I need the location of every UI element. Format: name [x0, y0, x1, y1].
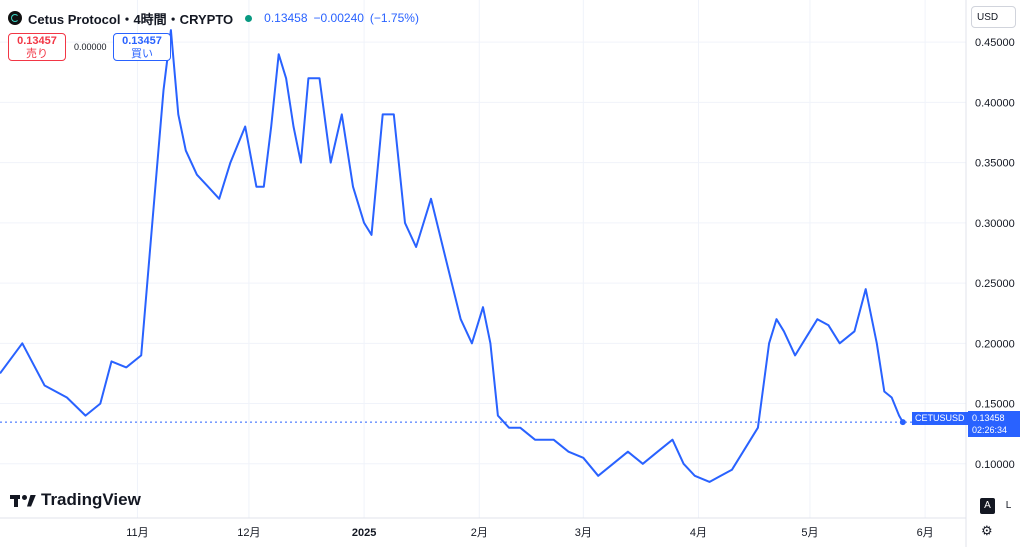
x-tick-label: 4月 [690, 527, 707, 539]
price-series-line [0, 29, 904, 483]
x-tick-label: 3月 [575, 527, 592, 539]
symbol-title[interactable]: Cetus Protocol・4時間・CRYPTO [28, 11, 234, 27]
spread-value: 0.00000 [74, 42, 107, 52]
y-tick-label: 0.20000 [975, 338, 1015, 350]
y-tick-label: 0.40000 [975, 97, 1015, 109]
log-scale-button[interactable]: L [1005, 500, 1012, 511]
y-tick-label: 0.30000 [975, 218, 1015, 230]
last-price-value: 0.13458 [972, 413, 1005, 423]
auto-scale-button[interactable]: A [980, 498, 995, 514]
buy-button[interactable]: 0.13457 買い [113, 33, 171, 61]
header-price: 0.13458 [264, 11, 308, 25]
y-tick-label: 0.35000 [975, 158, 1015, 170]
x-tick-label: 6月 [917, 527, 934, 539]
bar-countdown: 02:26:34 [972, 425, 1008, 435]
tradingview-mark-icon [10, 492, 37, 509]
y-tick-label: 0.45000 [975, 37, 1015, 49]
sell-button[interactable]: 0.13457 売り [8, 33, 66, 61]
y-tick-label: 0.10000 [975, 459, 1015, 471]
currency-label: USD [977, 12, 999, 23]
chart-header: Cetus Protocol・4時間・CRYPTO 0.13458 −0.002… [8, 8, 419, 28]
tradingview-logo[interactable]: TradingView [10, 490, 141, 510]
header-change: −0.00240 [313, 11, 364, 25]
buy-price: 0.13457 [122, 35, 162, 47]
ticker-label: CETUSUSD [912, 412, 968, 425]
x-tick-label: 11月 [126, 527, 148, 539]
settings-gear-icon[interactable]: ⚙ [981, 523, 993, 538]
y-axis-ticks: 0.10000 0.15000 0.20000 0.25000 0.30000 0.350… [975, 37, 1015, 471]
tradingview-wordmark: TradingView [41, 490, 141, 509]
cetus-logo-icon [8, 11, 22, 25]
x-tick-label: 2月 [471, 527, 488, 539]
currency-selector[interactable]: USD [971, 6, 1016, 28]
market-open-icon [245, 14, 253, 22]
header-change-pct: (−1.75%) [369, 11, 419, 25]
x-tick-label: 2025 [352, 527, 376, 539]
x-tick-label: 12月 [237, 527, 260, 539]
last-price-box: 0.13458 02:26:34 [968, 411, 1020, 437]
x-axis-ticks: 11月 12月 2025 2月 3月 4月 5月 6月 [126, 527, 933, 539]
buy-label: 買い [131, 48, 153, 60]
sell-price: 0.13457 [17, 35, 57, 47]
y-tick-label: 0.25000 [975, 278, 1015, 290]
last-price-dot [899, 419, 906, 426]
grid-lines [0, 0, 966, 518]
x-tick-label: 5月 [801, 527, 818, 539]
y-tick-label: 0.15000 [975, 399, 1015, 411]
sell-label: 売り [26, 48, 48, 60]
